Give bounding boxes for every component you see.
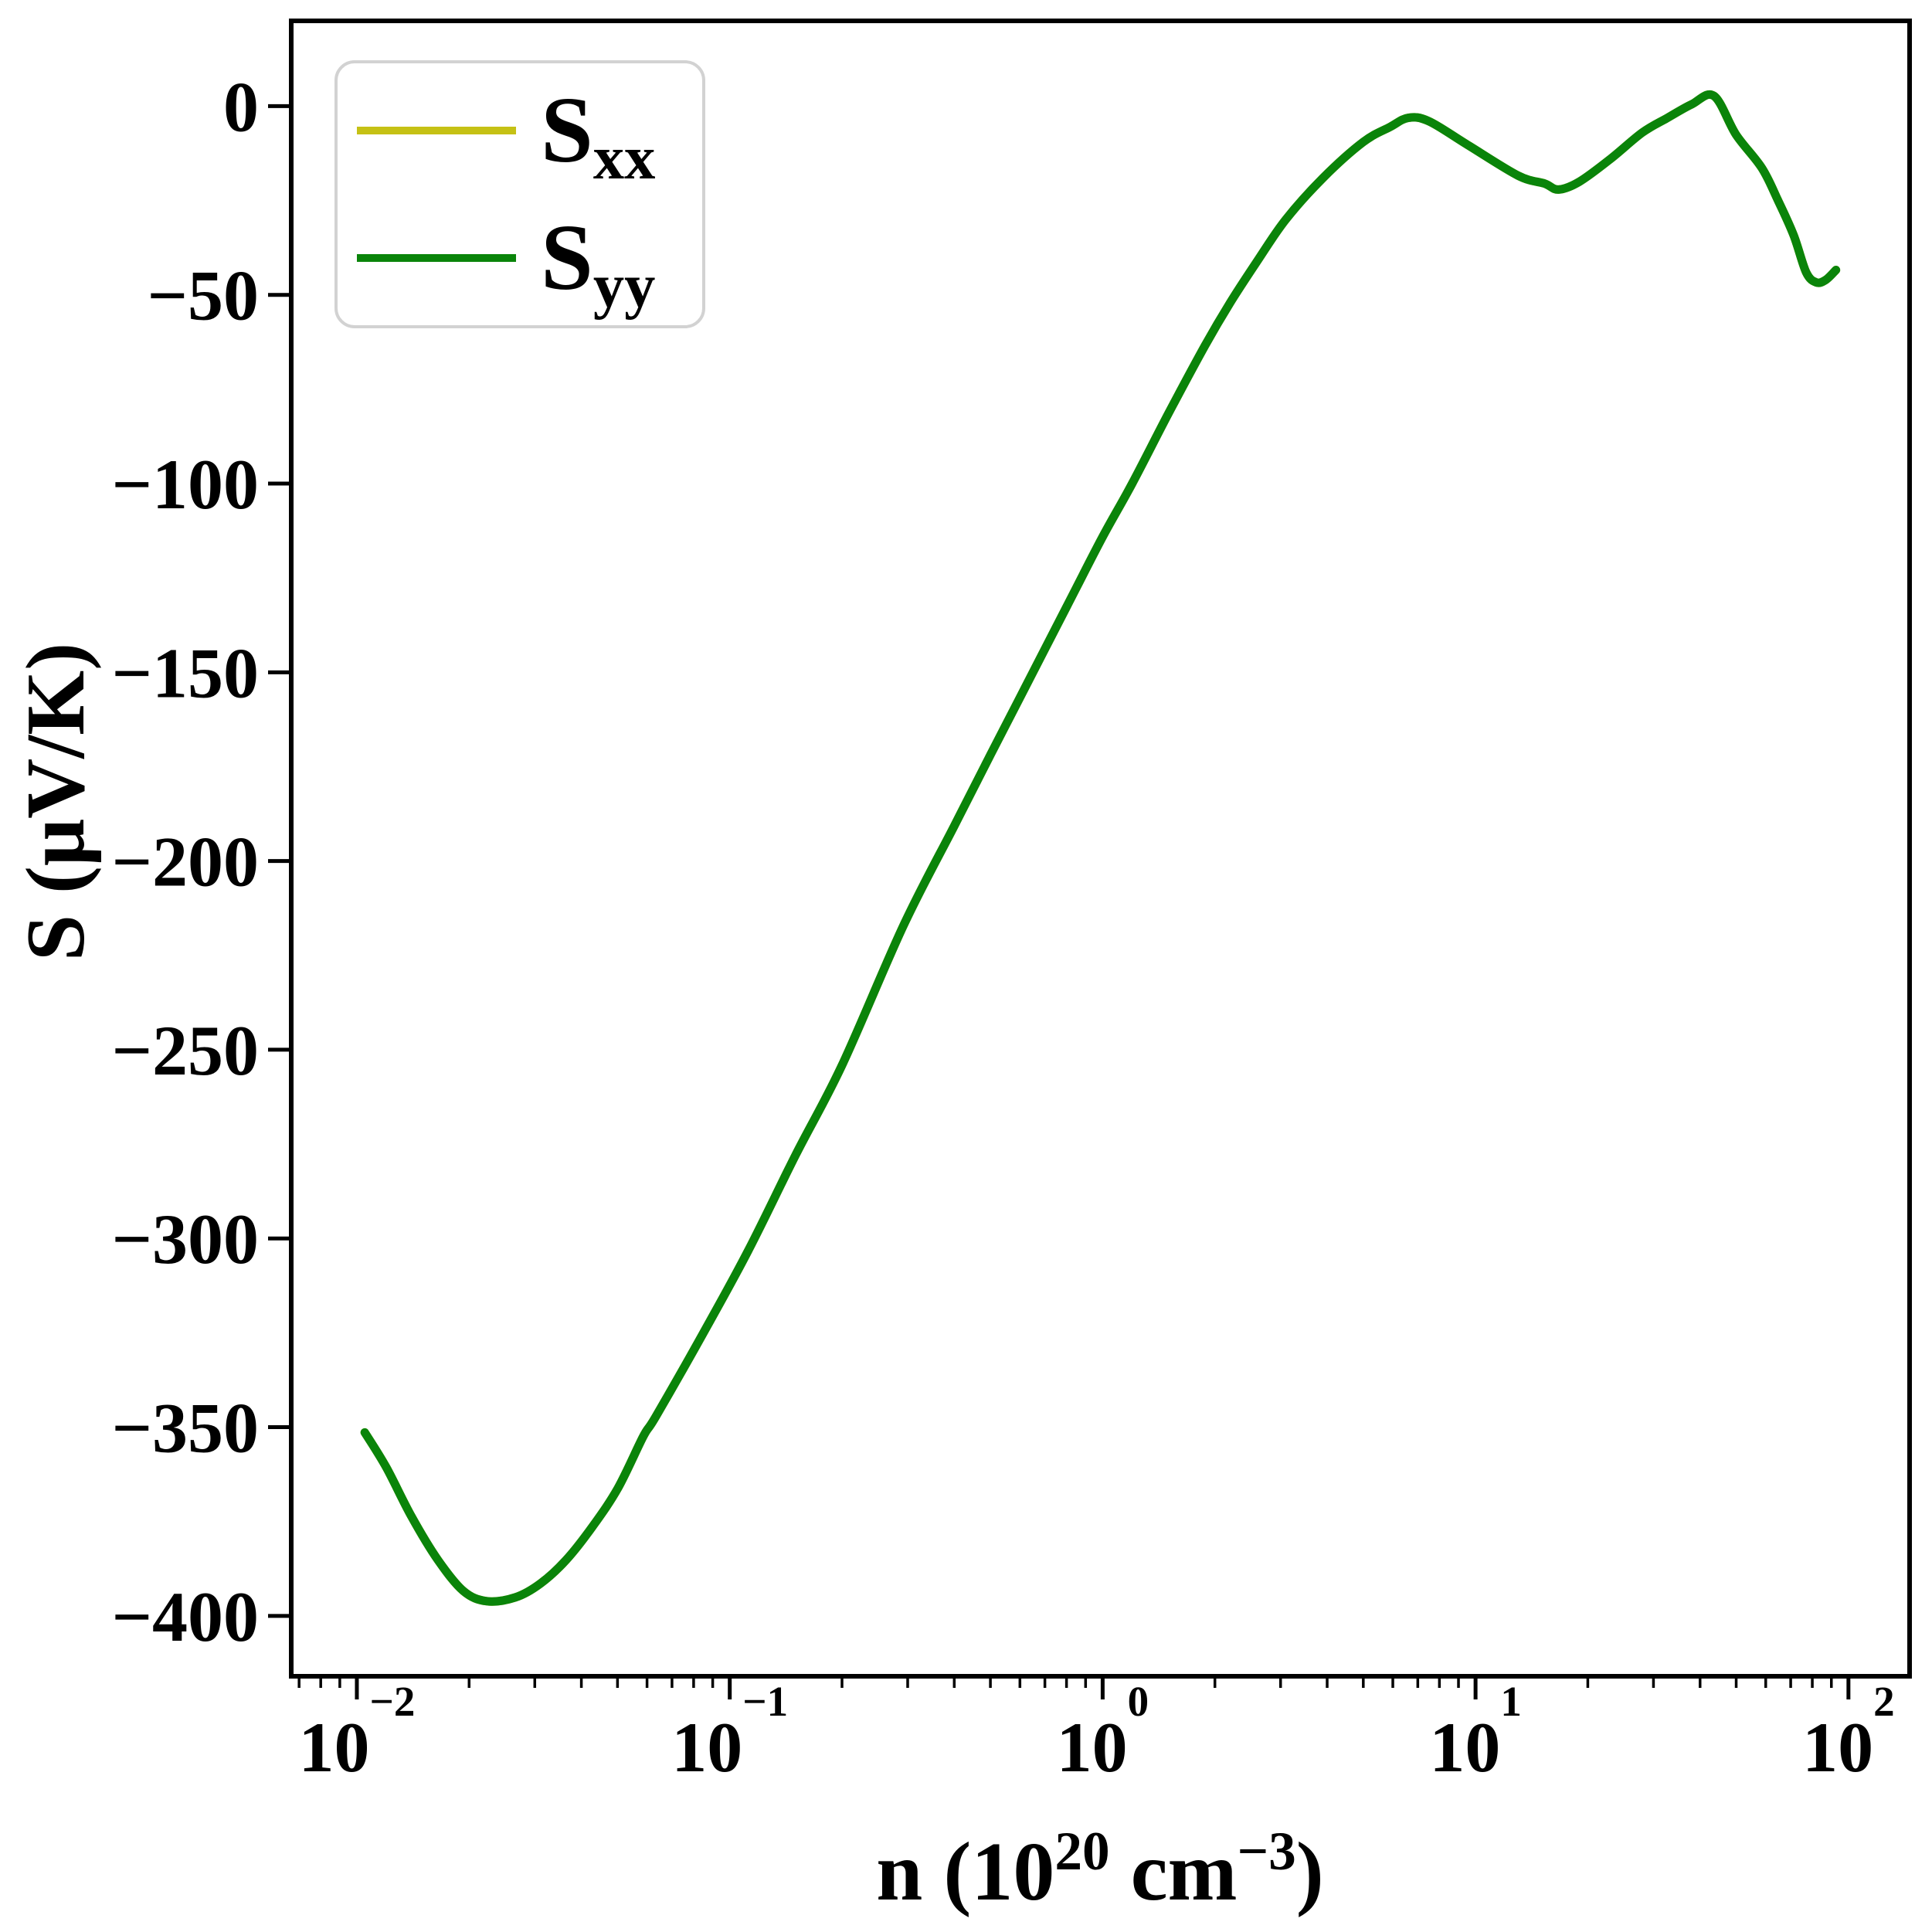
- y-tick-label: −50: [148, 256, 259, 335]
- legend-item-syy: Syy: [338, 201, 702, 321]
- legend: Sxx Syy: [334, 60, 705, 328]
- x-axis-label-suffix: ): [1295, 1826, 1324, 1918]
- series-syy-curve: [360, 90, 1841, 1606]
- y-axis-label: S (μV/K): [10, 642, 102, 962]
- y-tick-label: 0: [223, 67, 259, 146]
- legend-item-sxx: Sxx: [338, 73, 702, 193]
- x-axis-label: n (1020 cm−3): [876, 1821, 1324, 1920]
- legend-label-syy: Syy: [541, 205, 656, 321]
- x-axis-label-unit-exponent: −3: [1237, 1820, 1296, 1882]
- x-axis-label-unit: cm: [1109, 1826, 1238, 1918]
- x-tick-label: 101: [1429, 1678, 1522, 1787]
- x-axis-label-exponent: 20: [1054, 1820, 1110, 1882]
- x-tick-label: 10−1: [671, 1678, 788, 1787]
- x-tick-label: 102: [1802, 1678, 1895, 1787]
- y-tick-label: −100: [112, 445, 259, 524]
- y-tick-label: −400: [112, 1577, 259, 1656]
- y-tick-label: −250: [112, 1011, 259, 1090]
- x-tick-label: 100: [1057, 1678, 1149, 1787]
- y-tick-label: −200: [112, 823, 259, 901]
- y-tick-label: −300: [112, 1200, 259, 1278]
- sxx-line-swatch: [357, 126, 516, 134]
- x-tick-label: 10−2: [299, 1678, 416, 1787]
- y-tick-label: −350: [112, 1389, 259, 1468]
- axes-spines: [289, 19, 1912, 1679]
- legend-label-sxx: Sxx: [541, 77, 656, 193]
- y-tick-label: −150: [112, 633, 259, 712]
- x-axis-label-prefix: n (10: [876, 1826, 1055, 1918]
- syy-line-swatch: [357, 254, 516, 263]
